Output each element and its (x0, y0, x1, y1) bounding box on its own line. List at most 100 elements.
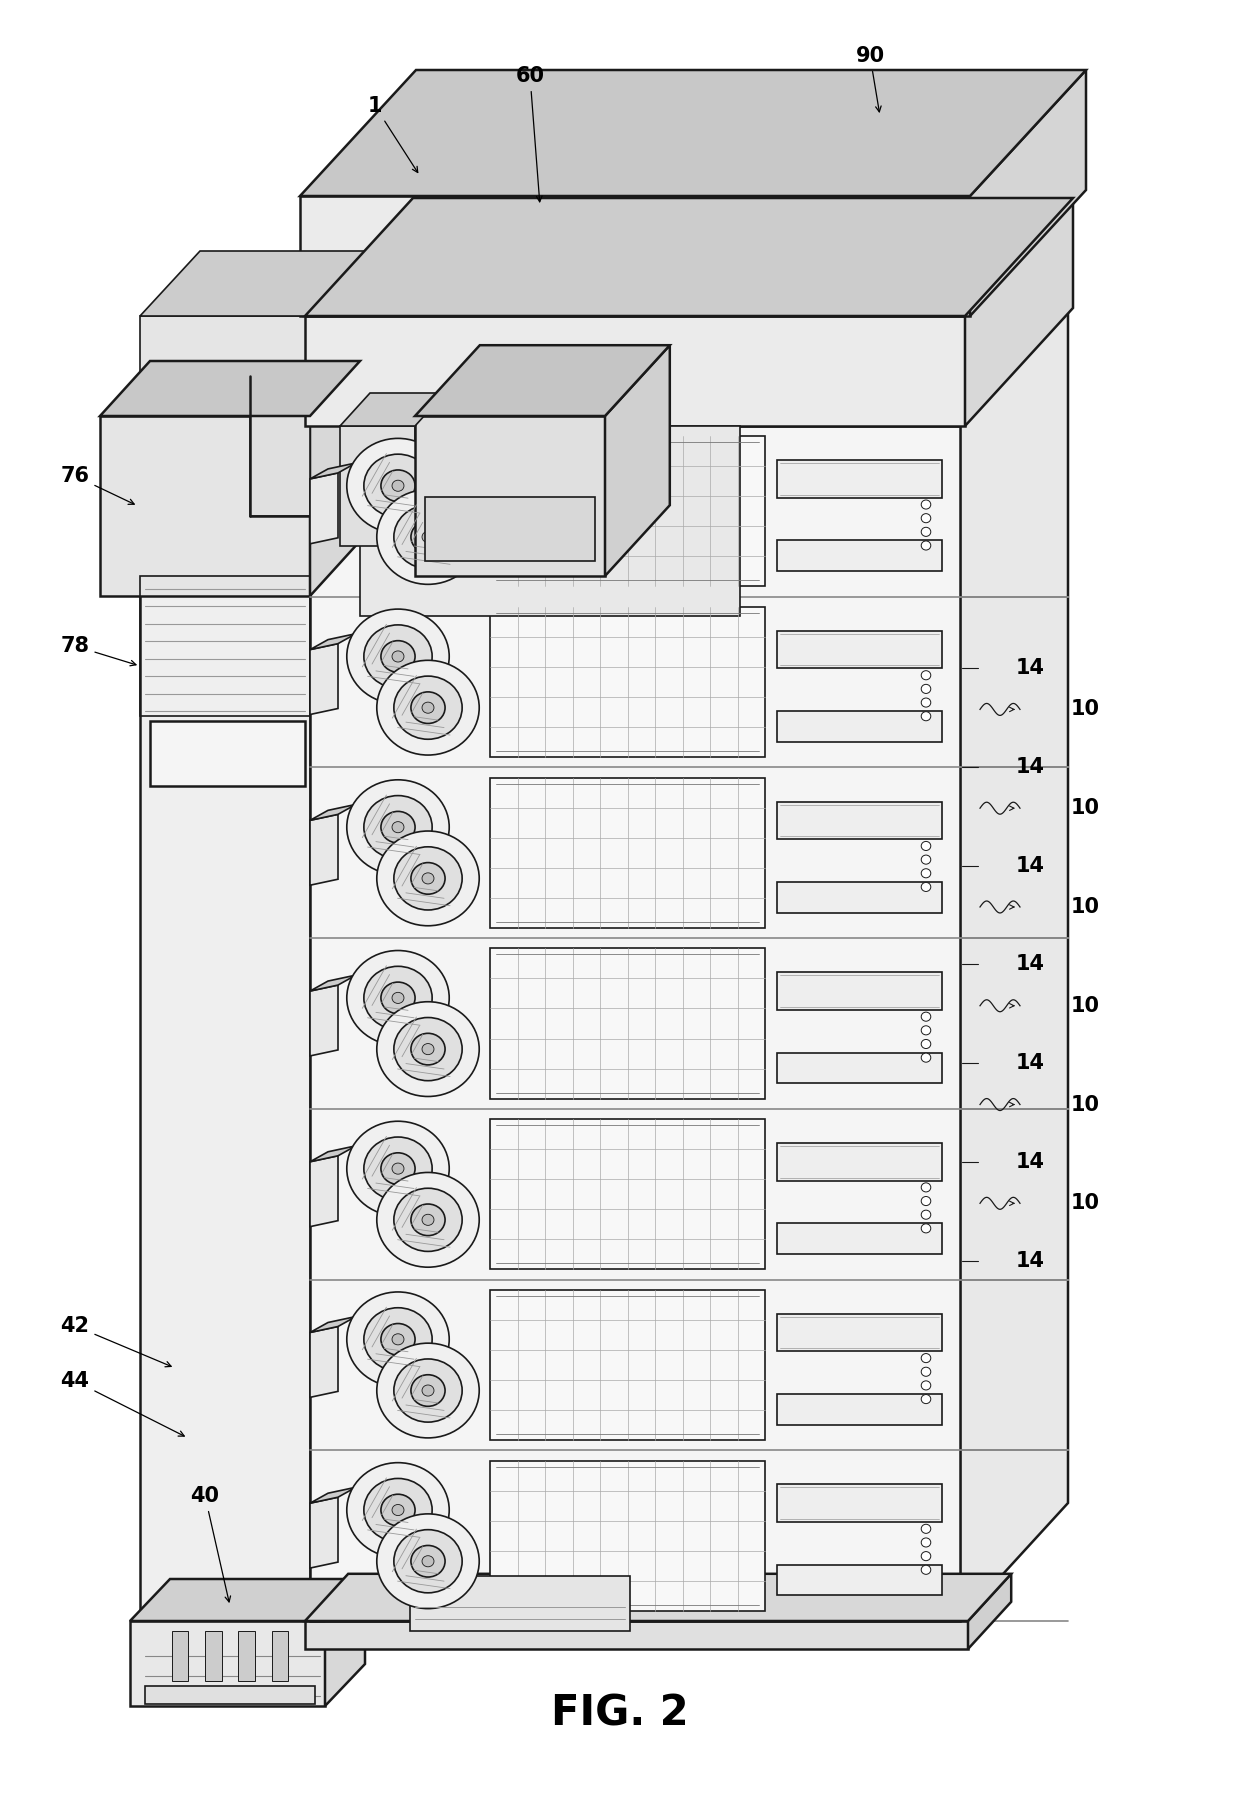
Polygon shape (310, 975, 356, 991)
Ellipse shape (363, 1137, 433, 1200)
Polygon shape (360, 426, 740, 616)
Ellipse shape (381, 1494, 415, 1527)
Polygon shape (310, 1487, 356, 1503)
Polygon shape (410, 1577, 630, 1631)
Ellipse shape (422, 702, 434, 713)
Ellipse shape (410, 521, 445, 553)
Text: 10: 10 (1070, 1193, 1100, 1214)
Polygon shape (965, 198, 1073, 426)
Polygon shape (425, 497, 595, 560)
Ellipse shape (381, 471, 415, 501)
Text: 10: 10 (1070, 995, 1100, 1017)
Ellipse shape (422, 1385, 434, 1395)
Text: 10: 10 (1070, 797, 1100, 819)
Polygon shape (310, 426, 960, 1622)
Ellipse shape (921, 1196, 931, 1205)
Polygon shape (490, 607, 765, 758)
Polygon shape (310, 814, 339, 885)
Ellipse shape (394, 675, 463, 740)
Ellipse shape (921, 1537, 931, 1546)
Ellipse shape (347, 1121, 449, 1216)
Ellipse shape (394, 1360, 463, 1422)
Polygon shape (490, 1460, 765, 1611)
Ellipse shape (381, 1153, 415, 1184)
Text: 14: 14 (1016, 1052, 1044, 1074)
Text: FIG. 2: FIG. 2 (552, 1694, 688, 1735)
Text: 40: 40 (191, 1485, 231, 1602)
Polygon shape (325, 1579, 365, 1706)
Ellipse shape (921, 670, 931, 679)
Polygon shape (140, 375, 310, 1622)
Text: 60: 60 (516, 66, 544, 201)
Polygon shape (100, 361, 360, 417)
Ellipse shape (394, 846, 463, 911)
Ellipse shape (410, 1546, 445, 1577)
Polygon shape (777, 882, 942, 912)
Ellipse shape (381, 1324, 415, 1356)
Polygon shape (300, 70, 1086, 196)
Ellipse shape (422, 1555, 434, 1566)
Polygon shape (140, 316, 310, 375)
Ellipse shape (363, 796, 433, 858)
Ellipse shape (377, 1343, 479, 1439)
Text: 90: 90 (856, 47, 884, 111)
Ellipse shape (394, 1530, 463, 1593)
Ellipse shape (921, 528, 931, 537)
Polygon shape (777, 630, 942, 668)
Polygon shape (130, 1579, 365, 1622)
Ellipse shape (921, 1184, 931, 1193)
Ellipse shape (377, 661, 479, 754)
Ellipse shape (392, 650, 404, 663)
Polygon shape (960, 307, 1068, 1622)
Polygon shape (777, 1394, 942, 1424)
Polygon shape (777, 1485, 942, 1521)
Ellipse shape (921, 855, 931, 864)
Ellipse shape (392, 1505, 404, 1516)
Ellipse shape (422, 1214, 434, 1225)
Ellipse shape (921, 1381, 931, 1390)
Ellipse shape (921, 1013, 931, 1022)
Ellipse shape (921, 1211, 931, 1219)
Polygon shape (305, 198, 1073, 316)
Text: 10: 10 (1070, 1094, 1100, 1115)
Polygon shape (171, 1631, 188, 1681)
Polygon shape (777, 1142, 942, 1180)
Polygon shape (777, 801, 942, 839)
Polygon shape (777, 1052, 942, 1083)
Ellipse shape (921, 711, 931, 720)
Ellipse shape (381, 982, 415, 1013)
Ellipse shape (921, 499, 931, 508)
Ellipse shape (422, 1043, 434, 1054)
Polygon shape (415, 417, 605, 577)
Ellipse shape (921, 869, 931, 878)
Polygon shape (490, 778, 765, 929)
Ellipse shape (347, 950, 449, 1045)
Ellipse shape (392, 993, 404, 1004)
Ellipse shape (363, 1478, 433, 1541)
Ellipse shape (394, 505, 463, 569)
Ellipse shape (363, 1307, 433, 1370)
Polygon shape (310, 984, 339, 1056)
Ellipse shape (921, 1040, 931, 1049)
Ellipse shape (381, 812, 415, 842)
Ellipse shape (347, 1462, 449, 1557)
Polygon shape (305, 1573, 1011, 1622)
Polygon shape (310, 1157, 339, 1227)
Ellipse shape (921, 882, 931, 891)
Ellipse shape (392, 1164, 404, 1175)
Polygon shape (777, 1564, 942, 1595)
Ellipse shape (921, 1394, 931, 1404)
Ellipse shape (410, 1374, 445, 1406)
Ellipse shape (921, 1052, 931, 1061)
Ellipse shape (347, 609, 449, 704)
Polygon shape (145, 1686, 315, 1704)
Polygon shape (130, 1622, 325, 1706)
Ellipse shape (347, 1291, 449, 1387)
Ellipse shape (392, 480, 404, 492)
Polygon shape (777, 541, 942, 571)
Text: 44: 44 (61, 1370, 185, 1437)
Polygon shape (777, 711, 942, 742)
Polygon shape (310, 634, 356, 650)
Text: 1: 1 (368, 95, 418, 172)
Ellipse shape (377, 832, 479, 925)
